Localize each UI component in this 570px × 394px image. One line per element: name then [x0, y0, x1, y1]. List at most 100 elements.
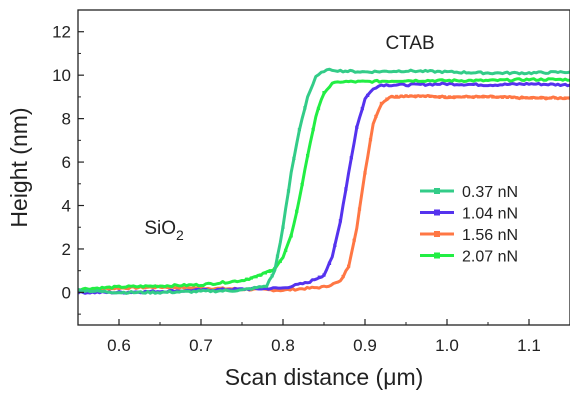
data-point [297, 127, 301, 132]
data-point [366, 93, 370, 97]
data-point [341, 274, 345, 279]
data-point [500, 95, 505, 99]
y-axis-title: Height (nm) [6, 107, 32, 227]
data-point [496, 95, 500, 99]
data-point [457, 95, 461, 99]
data-point [322, 273, 326, 277]
data-point [278, 259, 282, 263]
legend-label: 2.07 nN [462, 249, 518, 266]
legend-label: 1.04 nN [462, 206, 518, 223]
data-point [281, 225, 285, 229]
y-tick-label: 10 [52, 66, 71, 85]
y-axis: 0 2 4 6 8 10 12 [52, 9, 84, 315]
data-point [553, 96, 558, 100]
data-point [399, 94, 403, 98]
data-point [349, 156, 353, 160]
data-point [286, 189, 291, 193]
y-tick-label: 6 [62, 153, 71, 172]
data-point [510, 95, 514, 100]
data-point [368, 138, 373, 142]
data-point [428, 94, 432, 98]
x-tick-label: 1.0 [435, 336, 459, 355]
x-tick-label: 0.7 [189, 336, 213, 355]
data-point [254, 275, 258, 279]
data-point [333, 243, 337, 247]
data-point [452, 95, 456, 99]
data-point [539, 96, 543, 100]
data-point [563, 96, 567, 100]
x-tick-label: 0.8 [271, 336, 295, 355]
legend-marker [434, 252, 440, 259]
data-point [385, 97, 389, 101]
legend-label: 1.56 nN [462, 227, 518, 244]
legend-item: 1.04 nN [420, 206, 518, 223]
y-tick-label: 8 [62, 110, 71, 129]
data-point [467, 95, 471, 99]
x-axis: 0.6 0.7 0.8 0.9 1.0 1.1 [77, 319, 570, 355]
y-tick-label: 12 [52, 23, 71, 42]
legend-marker [434, 209, 440, 216]
y-tick-label: 4 [62, 197, 71, 216]
data-point [322, 91, 326, 95]
data-point [534, 96, 538, 100]
data-point [303, 106, 307, 110]
data-point [447, 95, 451, 99]
data-point [292, 156, 296, 160]
data-point [520, 96, 524, 100]
annotation-sio2: SiO2 [144, 218, 184, 243]
data-point [317, 275, 321, 279]
data-point [289, 234, 293, 238]
data-point [418, 94, 423, 98]
y-tick-label: 2 [62, 240, 71, 259]
data-point [360, 106, 364, 111]
data-point [409, 94, 413, 98]
data-point [486, 95, 490, 99]
data-point [404, 94, 408, 98]
data-point [491, 95, 495, 99]
data-point [311, 127, 315, 132]
data-point [558, 96, 562, 100]
data-point [363, 171, 367, 175]
data-point [275, 254, 280, 258]
data-point [347, 264, 351, 268]
data-point [423, 94, 427, 98]
data-point [481, 95, 485, 99]
legend: 0.37 nN 1.04 nN 1.56 nN 2.07 nN [420, 184, 518, 266]
data-point [374, 114, 378, 118]
data-point [544, 96, 548, 100]
series-line [78, 67, 570, 295]
data-point [338, 219, 342, 223]
data-point [300, 182, 304, 187]
data-point [249, 276, 253, 280]
y-tick-label: 0 [62, 283, 71, 302]
data-point [414, 94, 418, 98]
data-point [505, 95, 509, 99]
data-point [352, 238, 356, 242]
data-point [357, 207, 362, 211]
data-point [443, 95, 447, 99]
data-point [568, 96, 570, 100]
legend-label: 0.37 nN [462, 184, 518, 201]
data-point [259, 273, 263, 277]
legend-item: 0.37 nN [420, 184, 518, 201]
data-point [515, 96, 519, 100]
x-tick-label: 1.1 [517, 336, 541, 355]
data-point [379, 101, 383, 105]
data-point [433, 95, 437, 99]
data-point [245, 277, 249, 281]
data-point [284, 248, 288, 252]
data-point [263, 271, 267, 275]
data-point [306, 154, 310, 158]
data-point [327, 261, 332, 265]
data-point [268, 269, 272, 273]
data-point [295, 209, 299, 213]
plot-area [78, 67, 570, 295]
x-tick-label: 0.9 [353, 336, 377, 355]
annotation-ctab: CTAB [385, 33, 434, 54]
legend-marker [434, 188, 440, 194]
legend-item: 1.56 nN [420, 227, 518, 244]
x-axis-title: Scan distance (μm) [225, 364, 424, 390]
data-point [316, 106, 321, 111]
